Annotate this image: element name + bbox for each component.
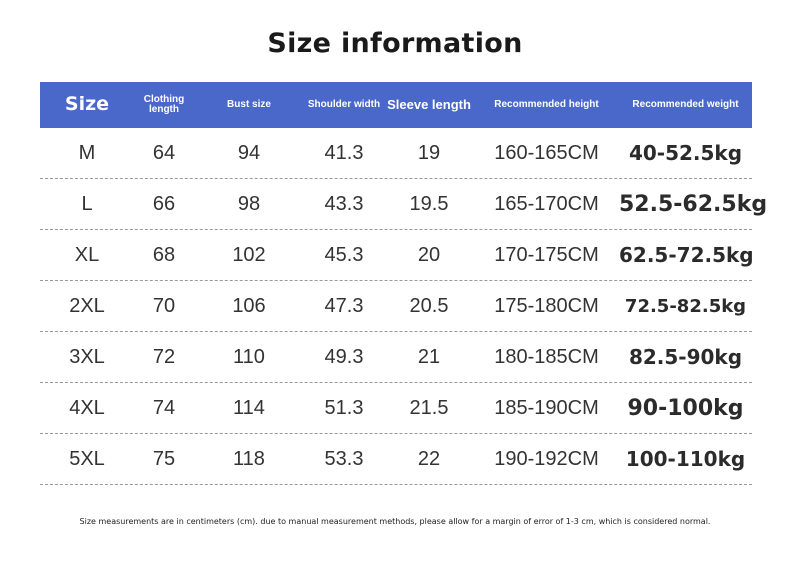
- page-title: Size information: [267, 28, 523, 59]
- cell-bust: 106: [232, 294, 266, 317]
- cell-size: 5XL: [69, 447, 105, 470]
- cell-shoulder: 51.3: [324, 396, 364, 419]
- cell-shoulder: 45.3: [324, 243, 364, 266]
- cell-size: XL: [74, 243, 100, 266]
- cell-height: 165-170CM: [494, 192, 599, 215]
- header-sleeve-length: Sleeve length: [387, 97, 471, 113]
- cell-weight: 90-100kg: [627, 395, 744, 421]
- header-recommended-weight: Recommended weight: [632, 98, 739, 110]
- cell-clothing-length: 70: [152, 294, 176, 317]
- cell-shoulder: 43.3: [324, 192, 364, 215]
- cell-clothing-length: 68: [152, 243, 176, 266]
- table-row: 4XL 74 114 51.3 21.5 185-190CM 90-100kg: [40, 383, 752, 434]
- cell-bust: 94: [237, 141, 261, 164]
- table-header: Size Clothing length Bust size Shoulder …: [40, 82, 752, 128]
- cell-size: 4XL: [69, 396, 105, 419]
- table-row: 3XL 72 110 49.3 21 180-185CM 82.5-90kg: [40, 332, 752, 383]
- cell-sleeve: 22: [417, 447, 441, 470]
- cell-shoulder: 49.3: [324, 345, 364, 368]
- cell-shoulder: 41.3: [324, 141, 364, 164]
- cell-size: 3XL: [69, 345, 105, 368]
- table-row: L 66 98 43.3 19.5 165-170CM 52.5-62.5kg: [40, 179, 768, 230]
- header-size: Size: [64, 93, 110, 116]
- cell-size: M: [78, 141, 96, 164]
- cell-weight: 40-52.5kg: [628, 141, 743, 165]
- table-row: 5XL 75 118 53.3 22 190-192CM 100-110kg: [40, 434, 752, 485]
- cell-bust: 102: [232, 243, 266, 266]
- cell-bust: 110: [233, 345, 265, 368]
- header-bust-size: Bust size: [227, 98, 271, 110]
- cell-shoulder: 53.3: [324, 447, 364, 470]
- header-shoulder-width: Shoulder width: [307, 98, 381, 110]
- cell-weight: 52.5-62.5kg: [619, 191, 768, 217]
- cell-weight: 62.5-72.5kg: [619, 243, 754, 267]
- cell-sleeve: 21: [417, 345, 441, 368]
- cell-bust: 118: [233, 447, 265, 470]
- cell-sleeve: 19: [417, 141, 441, 164]
- cell-bust: 98: [237, 192, 261, 215]
- cell-weight: 100-110kg: [625, 447, 746, 471]
- cell-bust: 114: [233, 396, 265, 419]
- cell-clothing-length: 72: [152, 345, 176, 368]
- cell-height: 185-190CM: [494, 396, 599, 419]
- cell-sleeve: 19.5: [409, 192, 449, 215]
- cell-sleeve: 21.5: [409, 396, 449, 419]
- header-recommended-height: Recommended height: [494, 98, 599, 110]
- cell-sleeve: 20.5: [409, 294, 449, 317]
- cell-height: 170-175CM: [494, 243, 599, 266]
- table-row: 2XL 70 106 47.3 20.5 175-180CM 72.5-82.5…: [40, 281, 752, 332]
- cell-sleeve: 20: [417, 243, 441, 266]
- cell-clothing-length: 74: [152, 396, 176, 419]
- footnote: Size measurements are in centimeters (cm…: [79, 517, 711, 526]
- cell-height: 160-165CM: [494, 141, 599, 164]
- cell-clothing-length: 75: [152, 447, 176, 470]
- table-row: XL 68 102 45.3 20 170-175CM 62.5-72.5kg: [40, 230, 754, 281]
- cell-size: 2XL: [69, 294, 105, 317]
- cell-weight: 72.5-82.5kg: [624, 295, 747, 317]
- table-row: M 64 94 41.3 19 160-165CM 40-52.5kg: [40, 128, 752, 179]
- cell-height: 180-185CM: [494, 345, 599, 368]
- header-clothing-length: Clothing length: [143, 93, 185, 115]
- cell-size: L: [81, 192, 93, 215]
- cell-weight: 82.5-90kg: [628, 345, 743, 369]
- cell-shoulder: 47.3: [324, 294, 364, 317]
- cell-clothing-length: 66: [152, 192, 176, 215]
- cell-height: 175-180CM: [494, 294, 599, 317]
- size-table: Size Clothing length Bust size Shoulder …: [40, 82, 768, 485]
- cell-height: 190-192CM: [494, 447, 599, 470]
- cell-clothing-length: 64: [152, 141, 176, 164]
